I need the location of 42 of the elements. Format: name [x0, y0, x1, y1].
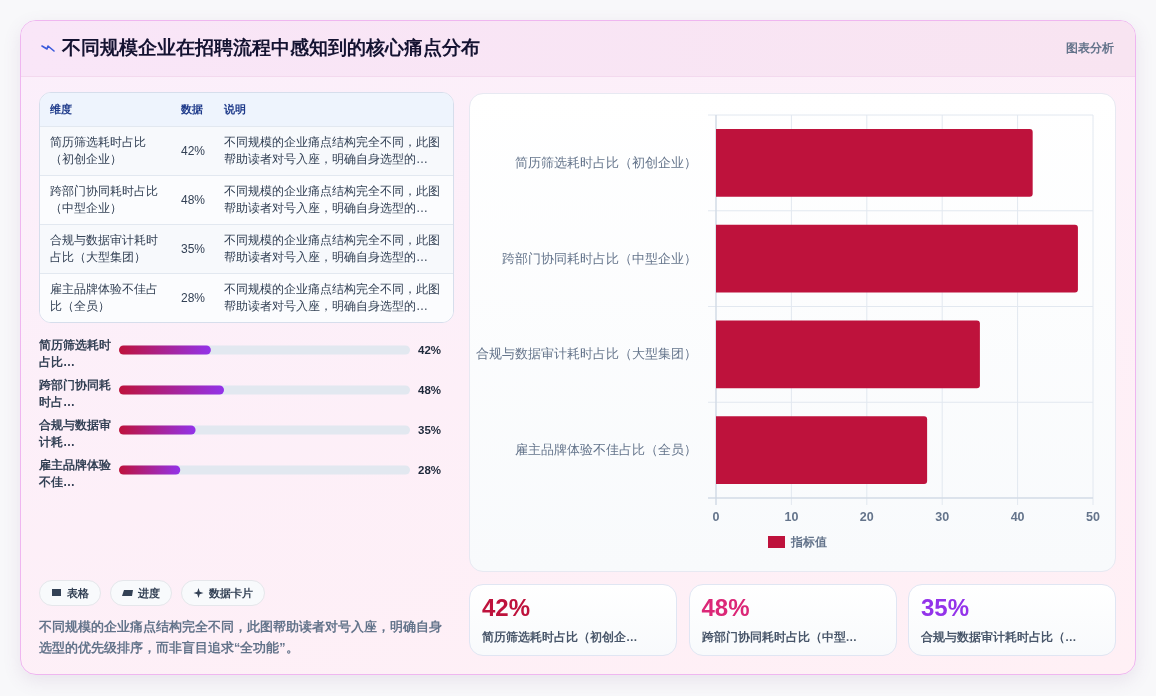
text: 进度 — [138, 585, 160, 601]
text: 不同规模企业在招聘流程中感知到的核心痛点分布 — [62, 36, 480, 60]
data-label: 48% — [418, 383, 442, 398]
y-tick-label: 简历筛选耗时占比… — [39, 337, 112, 371]
text: 表格 — [67, 585, 89, 601]
y-tick-label: 合规与数据审计耗… — [39, 417, 112, 451]
legend-label: 指标值 — [790, 535, 827, 549]
y-tick-label: 跨部门协同耗时占… — [39, 377, 112, 411]
x-tick-label: 0 — [712, 510, 720, 524]
y-tick-label: 雇主品牌体验不佳… — [39, 457, 112, 491]
text: 说明 — [224, 102, 246, 117]
text: 不同规模的企业痛点结构完全不同，此图帮助读者对号入座，明确自身选型的… — [224, 183, 441, 217]
text: 维度 — [50, 102, 72, 117]
text: 数据卡片 — [209, 585, 253, 601]
text: 35% — [921, 594, 970, 621]
text: 35% — [181, 241, 206, 256]
text: 数据 — [181, 102, 203, 117]
x-tick-label: 40 — [1010, 510, 1025, 524]
x-tick-label: 50 — [1086, 510, 1100, 524]
text: 不同规模的企业痛点结构完全不同，此图帮助读者对号入座，明确自身选型的… — [224, 232, 441, 266]
y-tick-label: 跨部门协同耗时占比（中型企业） — [502, 250, 697, 266]
category-label: 跨部门协同耗时占比（中型… — [701, 629, 857, 645]
text: 28% — [181, 290, 206, 305]
text: 42% — [181, 143, 206, 158]
text: 图表分析 — [1066, 40, 1114, 57]
text: 不同规模的企业痛点结构完全不同，此图帮助读者对号入座，明确自身选型的优先级排序，而非盲目追求“全功能”。 — [39, 618, 443, 657]
category-label: 合规与数据审计耗时占比（… — [921, 630, 1077, 645]
x-tick-label: 10 — [784, 510, 799, 524]
data-label: 42% — [418, 343, 442, 358]
text: 不同规模的企业痛点结构完全不同，此图帮助读者对号入座，明确自身选型的… — [224, 281, 441, 315]
x-tick-label: 30 — [935, 510, 950, 524]
y-tick-label: 合规与数据审计耗时占比（大型集团） — [476, 346, 697, 362]
category-label: 简历筛选耗时占比（初创企… — [482, 629, 638, 645]
data-label: 28% — [418, 463, 442, 478]
text: 48% — [701, 594, 750, 621]
y-tick-label: 雇主品牌体验不佳占比（全员） — [515, 442, 697, 458]
text: 不同规模的企业痛点结构完全不同，此图帮助读者对号入座，明确自身选型的… — [224, 134, 441, 168]
x-tick-label: 20 — [859, 510, 874, 524]
text: 42% — [482, 594, 531, 621]
text: 48% — [181, 192, 206, 207]
y-tick-label: 简历筛选耗时占比（初创企业） — [515, 155, 697, 170]
data-label: 35% — [418, 423, 442, 438]
